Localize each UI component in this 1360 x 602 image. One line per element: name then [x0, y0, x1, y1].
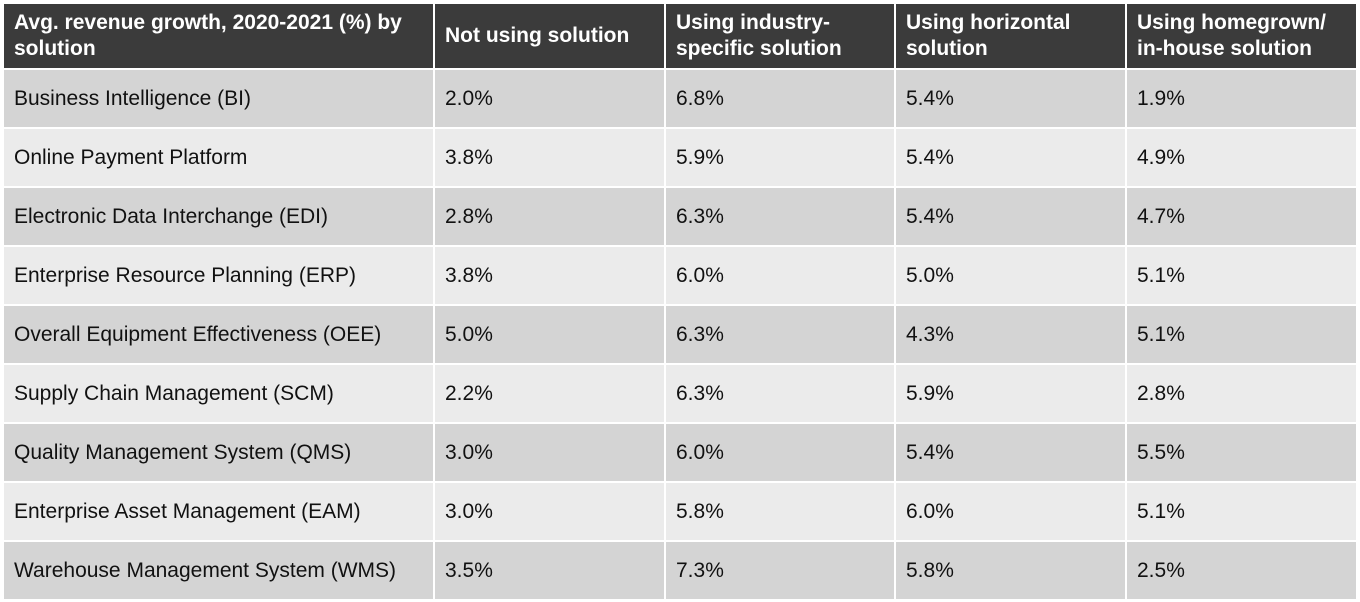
cell-industry-specific: 5.8%	[666, 483, 894, 540]
cell-solution-name: Supply Chain Management (SCM)	[4, 365, 433, 422]
cell-homegrown: 5.1%	[1127, 306, 1356, 363]
table-body: Business Intelligence (BI) 2.0% 6.8% 5.4% 1.…	[4, 70, 1356, 599]
table-row: Quality Management System (QMS) 3.0% 6.0% 5…	[4, 424, 1356, 481]
cell-industry-specific: 6.3%	[666, 306, 894, 363]
cell-not-using: 3.5%	[435, 542, 664, 599]
cell-solution-name: Warehouse Management System (WMS)	[4, 542, 433, 599]
cell-horizontal: 5.4%	[896, 129, 1125, 186]
cell-solution-name: Online Payment Platform	[4, 129, 433, 186]
cell-homegrown: 1.9%	[1127, 70, 1356, 127]
cell-horizontal: 5.0%	[896, 247, 1125, 304]
table-row: Supply Chain Management (SCM) 2.2% 6.3% 5.9…	[4, 365, 1356, 422]
cell-not-using: 2.8%	[435, 188, 664, 245]
cell-not-using: 2.0%	[435, 70, 664, 127]
cell-not-using: 2.2%	[435, 365, 664, 422]
cell-industry-specific: 6.0%	[666, 247, 894, 304]
cell-industry-specific: 7.3%	[666, 542, 894, 599]
cell-industry-specific: 6.3%	[666, 188, 894, 245]
cell-horizontal: 5.8%	[896, 542, 1125, 599]
cell-industry-specific: 6.0%	[666, 424, 894, 481]
cell-not-using: 3.0%	[435, 483, 664, 540]
table-row: Warehouse Management System (WMS) 3.5% 7.3…	[4, 542, 1356, 599]
table-row: Online Payment Platform 3.8% 5.9% 5.4% 4.9%	[4, 129, 1356, 186]
cell-industry-specific: 6.8%	[666, 70, 894, 127]
cell-horizontal: 5.9%	[896, 365, 1125, 422]
header-cell-homegrown: Using homegrown/ in-house solution	[1127, 4, 1356, 68]
table-row: Overall Equipment Effectiveness (OEE) 5.0…	[4, 306, 1356, 363]
cell-solution-name: Electronic Data Interchange (EDI)	[4, 188, 433, 245]
header-cell-industry-specific: Using industry-specific solution	[666, 4, 894, 68]
cell-homegrown: 5.5%	[1127, 424, 1356, 481]
cell-homegrown: 5.1%	[1127, 483, 1356, 540]
cell-solution-name: Enterprise Resource Planning (ERP)	[4, 247, 433, 304]
cell-solution-name: Enterprise Asset Management (EAM)	[4, 483, 433, 540]
cell-solution-name: Quality Management System (QMS)	[4, 424, 433, 481]
cell-not-using: 3.0%	[435, 424, 664, 481]
cell-horizontal: 6.0%	[896, 483, 1125, 540]
table-row: Enterprise Asset Management (EAM) 3.0% 5.8…	[4, 483, 1356, 540]
cell-horizontal: 5.4%	[896, 424, 1125, 481]
cell-homegrown: 2.5%	[1127, 542, 1356, 599]
table-row: Electronic Data Interchange (EDI) 2.8% 6.3…	[4, 188, 1356, 245]
cell-solution-name: Business Intelligence (BI)	[4, 70, 433, 127]
cell-horizontal: 5.4%	[896, 188, 1125, 245]
header-row: Avg. revenue growth, 2020-2021 (%) by so…	[4, 4, 1356, 68]
header-cell-horizontal: Using horizontal solution	[896, 4, 1125, 68]
header-cell-not-using: Not using solution	[435, 4, 664, 68]
table-row: Business Intelligence (BI) 2.0% 6.8% 5.4% 1.…	[4, 70, 1356, 127]
cell-not-using: 5.0%	[435, 306, 664, 363]
cell-industry-specific: 6.3%	[666, 365, 894, 422]
cell-homegrown: 4.9%	[1127, 129, 1356, 186]
cell-horizontal: 4.3%	[896, 306, 1125, 363]
cell-not-using: 3.8%	[435, 129, 664, 186]
cell-homegrown: 5.1%	[1127, 247, 1356, 304]
cell-not-using: 3.8%	[435, 247, 664, 304]
cell-industry-specific: 5.9%	[666, 129, 894, 186]
table-row: Enterprise Resource Planning (ERP) 3.8% 6.…	[4, 247, 1356, 304]
cell-homegrown: 4.7%	[1127, 188, 1356, 245]
cell-solution-name: Overall Equipment Effectiveness (OEE)	[4, 306, 433, 363]
cell-homegrown: 2.8%	[1127, 365, 1356, 422]
cell-horizontal: 5.4%	[896, 70, 1125, 127]
header-cell-solution: Avg. revenue growth, 2020-2021 (%) by so…	[4, 4, 433, 68]
